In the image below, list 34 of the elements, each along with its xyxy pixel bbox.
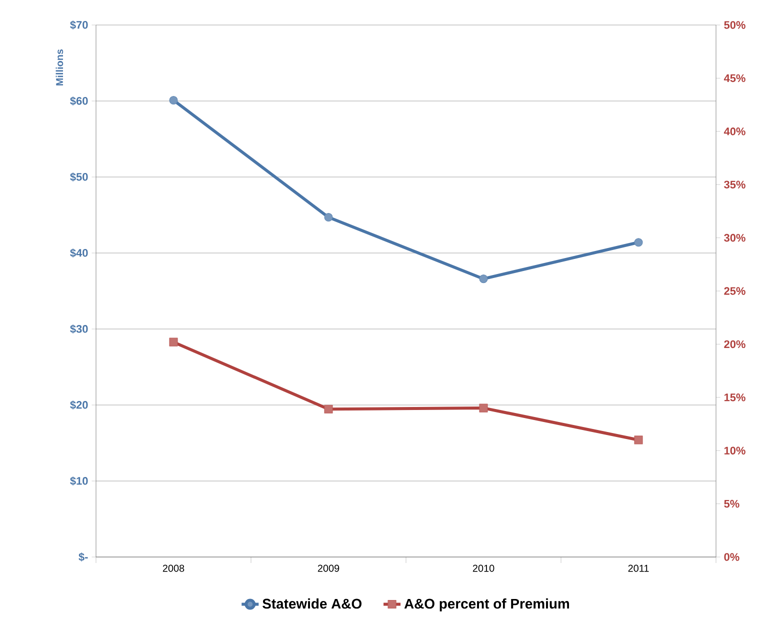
y-tick-label: $70 [70, 20, 88, 30]
point [169, 338, 178, 346]
x-tick-label: 2008 [162, 564, 184, 572]
point [324, 404, 333, 414]
y2-tick-label: 10% [724, 446, 746, 454]
point [634, 238, 643, 247]
y2-tick-label: 5% [724, 500, 740, 508]
point [634, 436, 643, 444]
x-tick-label: 2009 [318, 564, 340, 572]
legend-label: A&O percent of Premium [404, 598, 570, 612]
y-axis-title: Millions [56, 49, 64, 86]
y2-tick-label: 25% [724, 287, 746, 295]
y2-tick-label: 50% [724, 21, 746, 29]
y-tick-label: $- [78, 552, 88, 562]
x-tick-label: 2011 [628, 564, 649, 572]
y2-tick-label: 35% [724, 180, 746, 188]
y2-tick-label: 45% [724, 74, 746, 82]
point [169, 96, 178, 105]
y2-tick-label: 30% [724, 234, 746, 242]
y-tick-label: $20 [70, 400, 88, 410]
point [324, 212, 333, 222]
y2-tick-label: 0% [724, 553, 740, 561]
y-tick-label: $10 [70, 476, 88, 486]
y2-tick-label: 15% [724, 394, 746, 402]
y-tick-label: $60 [70, 96, 88, 106]
y-tick-label: $50 [70, 172, 88, 182]
y-tick-label: $30 [70, 324, 88, 334]
y2-tick-label: 40% [724, 128, 746, 136]
x-tick-label: 2010 [472, 564, 494, 572]
y2-tick-label: 20% [724, 340, 746, 348]
y-tick-label: $40 [70, 248, 88, 258]
point [479, 404, 488, 412]
point [479, 274, 488, 284]
legend-label: Statewide A&O [262, 598, 362, 609]
